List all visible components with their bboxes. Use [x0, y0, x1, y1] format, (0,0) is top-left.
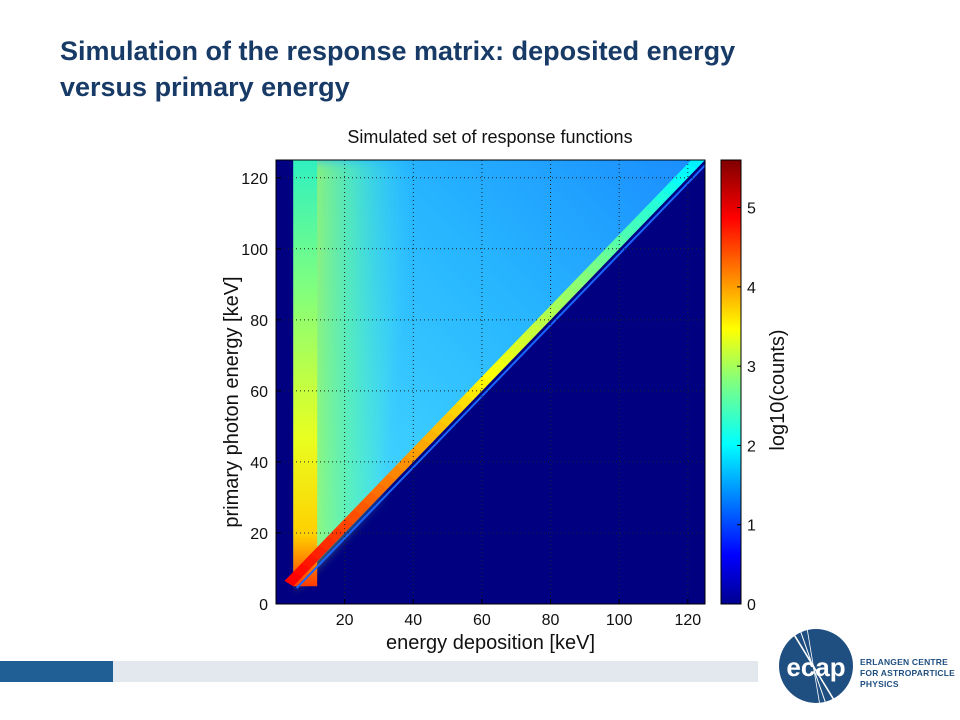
- colorbar-tick-label: 0: [747, 597, 756, 614]
- heatmap-peak-band-segment: [318, 536, 337, 551]
- heatmap-peak-band-segment: [284, 571, 303, 587]
- slide-title: Simulation of the response matrix: depos…: [60, 33, 920, 105]
- heatmap-peak-band-segment: [499, 349, 517, 365]
- heatmap-peak-band-segment: [627, 216, 646, 232]
- heatmap-peak-band-segment: [378, 473, 397, 489]
- y-axis: 0 20 40 60 80 100 120: [241, 171, 281, 614]
- heatmap-peak-band-segment: [559, 287, 577, 303]
- footer-bar: [113, 661, 758, 682]
- y-tick-label: 40: [250, 455, 268, 472]
- heatmap-peak-band-segment: [662, 180, 680, 196]
- slide-title-line1: Simulation of the response matrix: depos…: [60, 36, 736, 66]
- heatmap-peak-band-segment: [370, 482, 388, 498]
- y-tick-label: 120: [241, 171, 268, 188]
- x-tick-label: 100: [606, 612, 633, 629]
- colorbar-tick-label: 2: [747, 438, 756, 455]
- heatmap-peak-band-segment: [687, 160, 705, 169]
- logo-text: ERLANGEN CENTRE FOR ASTROPARTICLE PHYSIC…: [860, 657, 960, 690]
- colorbar-label: log10(counts): [767, 329, 789, 450]
- heatmap-peak-band-segment: [464, 385, 483, 400]
- heatmap-threshold-strip: [276, 160, 294, 604]
- heatmap-peak-band-segment: [473, 376, 491, 391]
- heatmap-edge-line: [295, 164, 705, 589]
- heatmap-wedge: [293, 160, 414, 587]
- heatmap-peak-band-segment: [524, 323, 543, 338]
- y-tick-label: 100: [241, 242, 268, 259]
- heatmap-peak-band-segment: [576, 269, 594, 285]
- x-tick-label: 80: [542, 612, 560, 629]
- heatmap-peak-band-segment: [550, 296, 569, 311]
- heatmap-low-energy-column: [293, 160, 318, 587]
- colorbar: [720, 159, 742, 605]
- heatmap-peak-band-segment: [507, 340, 526, 356]
- heatmap-peak-band-segment: [679, 163, 697, 178]
- heatmap-peak-band-segment: [533, 314, 551, 329]
- heatmap-peak-band-segment: [636, 207, 654, 223]
- plot-frame: [275, 159, 706, 605]
- footer-accent-bar: [0, 661, 113, 682]
- heatmap-peak-band-segment: [293, 562, 311, 578]
- y-tick-label: 80: [250, 313, 268, 330]
- colorbar-axis: 0 1 2 3 4 5: [737, 201, 756, 614]
- x-tick-label: 20: [336, 612, 354, 629]
- y-tick-label: 20: [250, 526, 268, 543]
- heatmap-peak-band-segment: [481, 367, 500, 382]
- heatmap-peak-band-segment: [327, 527, 345, 542]
- heatmap-peak-band-segment: [404, 447, 423, 462]
- slide-title-line2: versus primary energy: [60, 72, 350, 102]
- heatmap-peak-band-segment: [387, 465, 406, 480]
- heatmap-peak-band-segment: [516, 331, 534, 347]
- heatmap-peak-band-segment: [456, 394, 474, 409]
- colorbar-tick-label: 5: [747, 201, 756, 218]
- y-tick-label: 60: [250, 384, 268, 401]
- y-tick-label: 0: [259, 597, 268, 614]
- heatmap-peak-band-segment: [447, 402, 466, 418]
- heatmap-peak-band-segment: [396, 456, 414, 471]
- heatmap-peak-band-segment: [439, 411, 457, 427]
- heatmap-peak-band-segment: [653, 189, 672, 205]
- heatmap-peak-band-segment: [619, 225, 637, 240]
- y-axis-label: primary photon energy [keV]: [221, 276, 243, 527]
- heatmap-peak-band-segment: [301, 553, 320, 569]
- heatmap-peak-band-segment: [644, 198, 663, 214]
- heatmap-peak-band-segment: [567, 278, 586, 294]
- heatmap-image: [276, 160, 705, 604]
- heatmap-peak-band-segment: [610, 234, 629, 249]
- heatmap-peak-band-segment: [490, 358, 509, 374]
- x-axis-label: energy deposition [keV]: [386, 632, 595, 654]
- heatmap-peak-band-segment: [361, 491, 380, 507]
- colorbar-tick-label: 4: [747, 280, 756, 297]
- chart-title: Simulated set of response functions: [347, 127, 633, 147]
- heatmap-peak-band-segment: [413, 438, 431, 454]
- x-tick-label: 40: [404, 612, 422, 629]
- heatmap-peak-band-segment: [353, 500, 371, 516]
- ecap-logo: ecap: [779, 621, 853, 707]
- heatmap-peak-band-segment: [310, 545, 328, 560]
- x-tick-label: 60: [473, 612, 491, 629]
- x-axis: 20 40 60 80 100 120: [336, 599, 701, 629]
- logo-line: FOR ASTROPARTICLE: [860, 668, 956, 678]
- heatmap-peak-band-segment: [344, 509, 363, 525]
- logo-line: PHYSICS: [860, 679, 899, 689]
- heatmap-peak-band-segment: [670, 172, 689, 187]
- logo-line: ERLANGEN CENTRE: [860, 657, 949, 667]
- heatmap-peak-band-segment: [421, 429, 440, 445]
- heatmap-peak-band-segment: [602, 243, 620, 258]
- heatmap-peak-band-segment: [336, 518, 354, 533]
- colorbar-tick-label: 1: [747, 518, 756, 535]
- heatmap-peak-band-segment: [584, 260, 603, 276]
- logo-mark-text: ecap: [786, 652, 845, 682]
- heatmap-peak-band-segment: [430, 420, 448, 436]
- heatmap-peak-band-segment: [593, 251, 611, 267]
- x-tick-label: 120: [674, 612, 701, 629]
- colorbar-tick-label: 3: [747, 359, 756, 376]
